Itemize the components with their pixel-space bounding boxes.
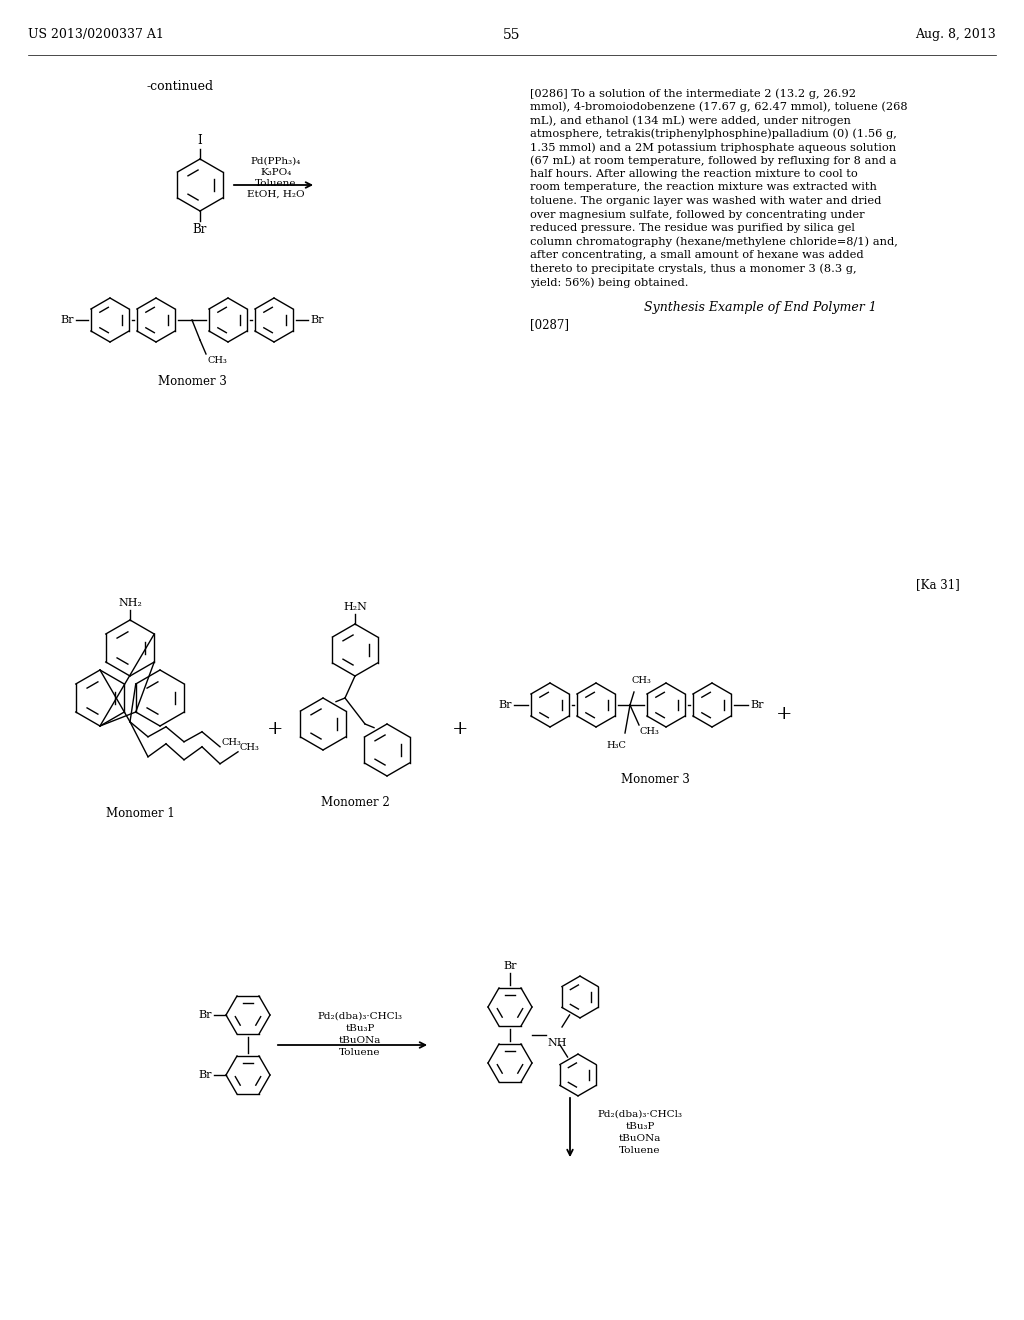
- Text: Monomer 2: Monomer 2: [321, 796, 389, 809]
- Text: CH₃: CH₃: [240, 743, 260, 752]
- Text: atmosphere, tetrakis(triphenylphosphine)palladium (0) (1.56 g,: atmosphere, tetrakis(triphenylphosphine)…: [530, 128, 897, 139]
- Text: I: I: [198, 135, 203, 147]
- Text: CH₃: CH₃: [207, 356, 227, 366]
- Text: Pd₂(dba)₃·CHCl₃: Pd₂(dba)₃·CHCl₃: [597, 1110, 683, 1119]
- Text: CH₃: CH₃: [640, 727, 659, 737]
- Text: Synthesis Example of End Polymer 1: Synthesis Example of End Polymer 1: [644, 301, 877, 314]
- Text: +: +: [266, 719, 284, 738]
- Text: Br: Br: [310, 315, 324, 325]
- Text: -continued: -continued: [146, 81, 214, 92]
- Text: after concentrating, a small amount of hexane was added: after concentrating, a small amount of h…: [530, 249, 863, 260]
- Text: Br: Br: [503, 961, 517, 972]
- Text: half hours. After allowing the reaction mixture to cool to: half hours. After allowing the reaction …: [530, 169, 858, 180]
- Text: Pd₂(dba)₃·CHCl₃: Pd₂(dba)₃·CHCl₃: [317, 1012, 402, 1020]
- Text: +: +: [776, 705, 793, 723]
- Text: CH₃: CH₃: [632, 676, 652, 685]
- Text: tBuONa: tBuONa: [339, 1036, 381, 1045]
- Text: (67 mL) at room temperature, followed by refluxing for 8 and a: (67 mL) at room temperature, followed by…: [530, 156, 896, 166]
- Text: Br: Br: [193, 223, 207, 236]
- Text: [0287]: [0287]: [530, 318, 569, 331]
- Text: Toluene: Toluene: [339, 1048, 381, 1057]
- Text: CH₃: CH₃: [222, 738, 242, 747]
- Text: room temperature, the reaction mixture was extracted with: room temperature, the reaction mixture w…: [530, 182, 877, 193]
- Text: reduced pressure. The residue was purified by silica gel: reduced pressure. The residue was purifi…: [530, 223, 855, 234]
- Text: NH₂: NH₂: [118, 598, 142, 609]
- Text: tBu₃P: tBu₃P: [626, 1122, 654, 1131]
- Text: Monomer 3: Monomer 3: [621, 774, 689, 785]
- Text: [0286] To a solution of the intermediate 2 (13.2 g, 26.92: [0286] To a solution of the intermediate…: [530, 88, 856, 99]
- Text: mmol), 4-bromoiodobenzene (17.67 g, 62.47 mmol), toluene (268: mmol), 4-bromoiodobenzene (17.67 g, 62.4…: [530, 102, 907, 112]
- Text: Aug. 8, 2013: Aug. 8, 2013: [915, 28, 996, 41]
- Text: Br: Br: [199, 1010, 212, 1020]
- Text: Toluene: Toluene: [620, 1146, 660, 1155]
- Text: over magnesium sulfate, followed by concentrating under: over magnesium sulfate, followed by conc…: [530, 210, 864, 219]
- Text: [Ka 31]: [Ka 31]: [916, 578, 961, 591]
- Text: column chromatography (hexane/methylene chloride=8/1) and,: column chromatography (hexane/methylene …: [530, 236, 898, 247]
- Text: 1.35 mmol) and a 2M potassium triphosphate aqueous solution: 1.35 mmol) and a 2M potassium triphospha…: [530, 143, 896, 153]
- Text: H₂N: H₂N: [343, 602, 367, 612]
- Text: Monomer 1: Monomer 1: [105, 807, 174, 820]
- Text: Br: Br: [60, 315, 74, 325]
- Text: US 2013/0200337 A1: US 2013/0200337 A1: [28, 28, 164, 41]
- Text: Br: Br: [199, 1071, 212, 1080]
- Text: Pd(PPh₃)₄: Pd(PPh₃)₄: [251, 157, 301, 166]
- Text: mL), and ethanol (134 mL) were added, under nitrogen: mL), and ethanol (134 mL) were added, un…: [530, 115, 851, 125]
- Text: tBuONa: tBuONa: [618, 1134, 662, 1143]
- Text: Toluene: Toluene: [255, 180, 297, 187]
- Text: toluene. The organic layer was washed with water and dried: toluene. The organic layer was washed wi…: [530, 195, 882, 206]
- Text: tBu₃P: tBu₃P: [345, 1024, 375, 1034]
- Text: yield: 56%) being obtained.: yield: 56%) being obtained.: [530, 277, 688, 288]
- Text: Br: Br: [750, 700, 764, 710]
- Text: H₃C: H₃C: [606, 741, 626, 750]
- Text: EtOH, H₂O: EtOH, H₂O: [247, 190, 305, 199]
- Text: NH: NH: [547, 1038, 566, 1048]
- Text: +: +: [452, 719, 468, 738]
- Text: thereto to precipitate crystals, thus a monomer 3 (8.3 g,: thereto to precipitate crystals, thus a …: [530, 264, 857, 275]
- Text: 55: 55: [503, 28, 521, 42]
- Text: Br: Br: [499, 700, 512, 710]
- Text: Monomer 3: Monomer 3: [158, 375, 226, 388]
- Text: K₃PO₄: K₃PO₄: [260, 168, 292, 177]
